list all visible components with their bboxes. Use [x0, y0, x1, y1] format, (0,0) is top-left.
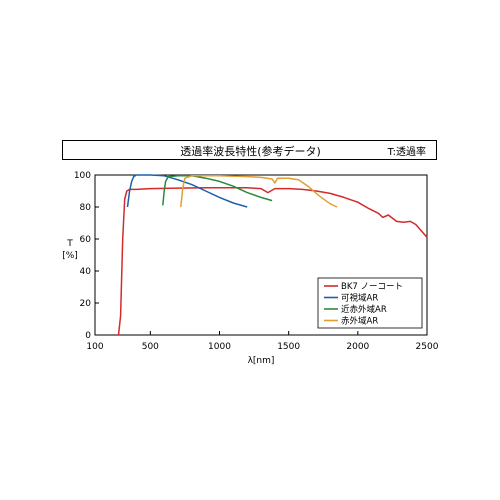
y-tick-label: 80 — [80, 203, 92, 213]
series-line-2 — [126, 174, 248, 208]
chart-title: 透過率波長特性(参考データ) — [180, 145, 321, 158]
legend-entry: 赤外域AR — [341, 316, 378, 327]
y-tick-label: 20 — [80, 299, 92, 309]
x-tick-label: 2000 — [346, 342, 369, 352]
x-tick-label: 500 — [142, 342, 159, 352]
chart-title-unit: T:透過率 — [387, 147, 426, 158]
plot-frame — [94, 174, 428, 336]
x-axis-label: λ[nm] — [248, 356, 275, 366]
legend-entry: 近赤外域AR — [341, 304, 387, 315]
series-line-4 — [180, 175, 338, 208]
x-tick-label: 2500 — [416, 342, 439, 352]
y-axis-label: T — [66, 239, 73, 249]
y-tick-label: 100 — [74, 171, 91, 181]
x-tick-label: 100 — [86, 342, 103, 352]
x-tick-label: 1000 — [208, 342, 231, 352]
chart-title-box: 透過率波長特性(参考データ) T:透過率 — [62, 140, 437, 160]
legend-entry: BK7 ノーコート — [341, 282, 403, 292]
y-tick-label: 0 — [85, 331, 91, 341]
series-line-3 — [162, 175, 273, 206]
y-tick-label: 60 — [80, 235, 92, 245]
legend-entry: 可視域AR — [341, 293, 378, 304]
x-tick-label: 1500 — [277, 342, 300, 352]
y-tick-label: 40 — [80, 267, 92, 277]
y-axis-unit: [%] — [62, 251, 78, 261]
